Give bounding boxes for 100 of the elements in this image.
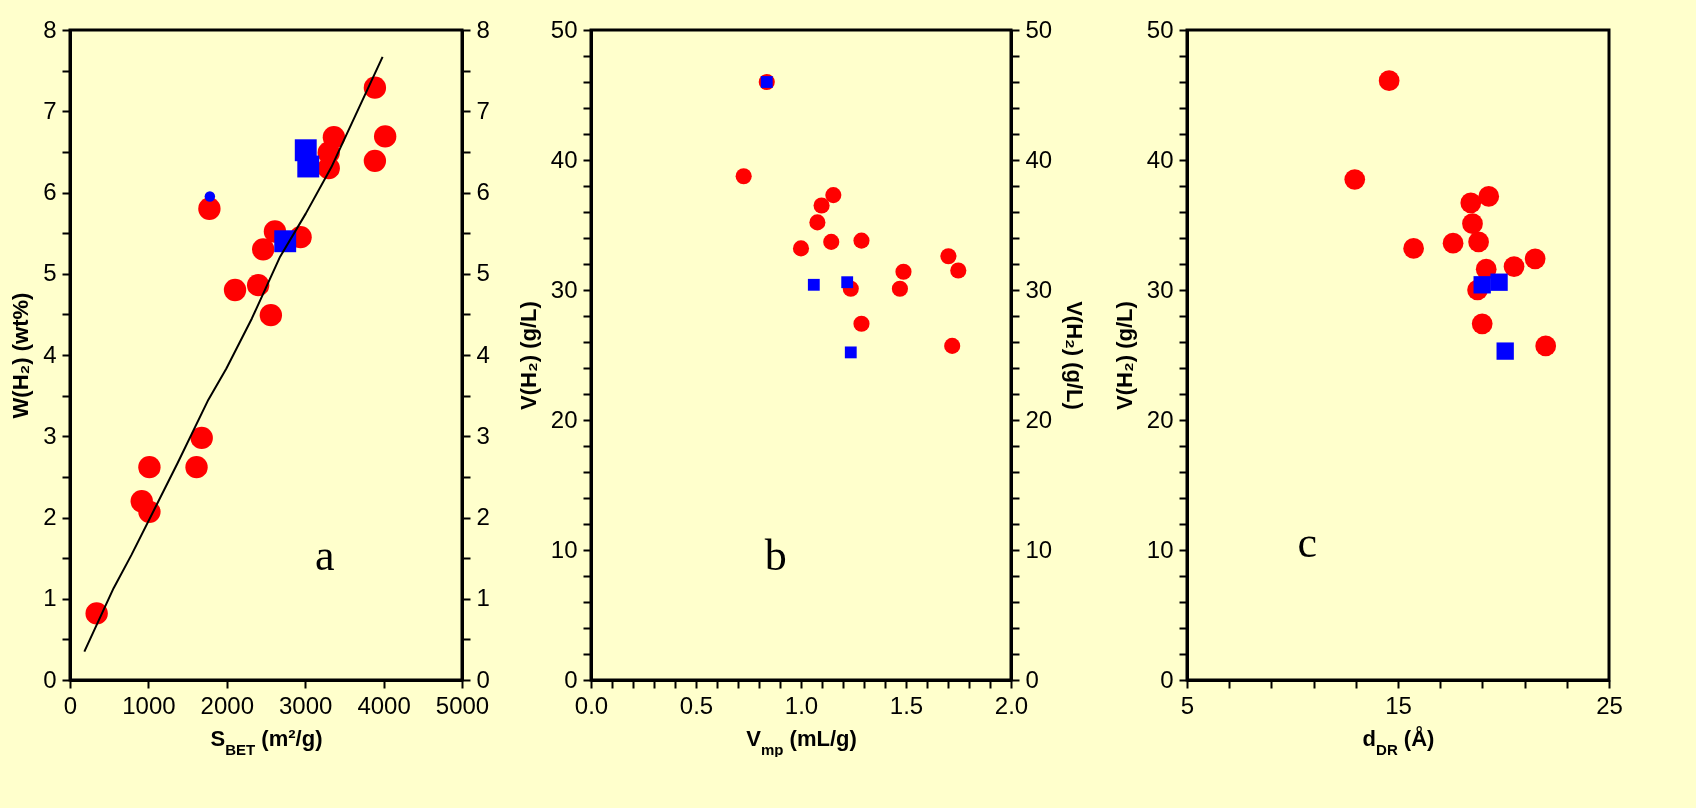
y-tick-label: 0: [564, 665, 578, 693]
point: [1403, 238, 1424, 259]
point: [363, 149, 387, 172]
x-tick-label: 0.5: [679, 691, 714, 719]
y2-tick-label: 2: [476, 503, 490, 530]
point: [1468, 231, 1489, 253]
line-series: [83, 55, 384, 653]
y-tick-label: 0: [1160, 665, 1174, 693]
y-tick-label: 20: [550, 405, 578, 433]
x-tick-label: 1.0: [784, 691, 819, 719]
point: [807, 278, 820, 291]
x-tick-label: 5: [1180, 691, 1195, 719]
y-axis-title: V(H₂) (g/L): [515, 301, 541, 410]
point: [950, 262, 967, 279]
x-axis-title: V$_{mp}$ (mL/g): [746, 725, 857, 757]
point: [190, 426, 213, 450]
annotation: c: [1297, 517, 1318, 567]
annotation: a: [315, 530, 335, 580]
point: [853, 232, 870, 249]
point: [825, 187, 842, 204]
point: [823, 233, 840, 250]
x-tick-label: 5000: [435, 691, 490, 719]
y2-tick-label: 30: [1025, 275, 1053, 303]
point: [259, 304, 283, 327]
y2-tick-label: 6: [476, 178, 490, 205]
point: [252, 238, 275, 261]
x-tick-label: 1.5: [889, 691, 924, 719]
y2-tick-label: 8: [476, 15, 490, 43]
y-tick-label: 1: [43, 584, 57, 612]
y-axis-title: W(H₂) (wt%): [8, 292, 34, 419]
point: [1503, 256, 1525, 277]
x-tick-label: 3000: [279, 691, 333, 719]
y2-tick-label: 7: [476, 96, 490, 124]
y-tick-label: 30: [1146, 275, 1174, 303]
y2-tick-label: 4: [476, 340, 490, 368]
x-tick-label: 1000: [122, 691, 176, 719]
point: [297, 155, 320, 178]
x-tick-label: 0.0: [574, 691, 609, 719]
y2-tick-label: 5: [476, 259, 490, 287]
point: [138, 455, 161, 479]
y2-tick-label: 10: [1025, 535, 1053, 563]
point: [1344, 169, 1366, 190]
x-tick-label: 25: [1596, 691, 1623, 719]
point: [1496, 342, 1514, 360]
point: [204, 191, 216, 202]
point: [223, 278, 247, 302]
point: [1460, 192, 1482, 214]
point: [1524, 248, 1546, 270]
y-tick-label: 10: [550, 535, 578, 563]
y2-tick-label: 50: [1025, 15, 1053, 43]
point: [138, 500, 161, 523]
point: [944, 337, 961, 354]
point: [246, 273, 270, 297]
y-tick-label: 30: [550, 275, 578, 303]
y-tick-label: 3: [43, 421, 57, 449]
point: [853, 315, 870, 332]
point: [844, 346, 857, 359]
y-axis-title: V(H₂) (g/L): [1111, 301, 1137, 410]
point: [792, 240, 810, 257]
y2-tick-label: 1: [476, 584, 490, 612]
point: [373, 125, 397, 148]
point: [198, 197, 221, 220]
point: [1473, 276, 1491, 294]
y-tick-label: 2: [43, 503, 57, 530]
x-axis-title: S$_{BET}$ (m²/g): [210, 725, 323, 757]
y-tick-label: 7: [43, 96, 57, 124]
point: [813, 197, 830, 214]
point: [1442, 232, 1464, 254]
y2-axis-title: V(H₂) (g/L): [1062, 301, 1088, 410]
y2-tick-label: 40: [1025, 145, 1053, 173]
point: [1378, 70, 1400, 92]
y-tick-label: 5: [43, 259, 57, 287]
point: [841, 276, 854, 289]
y-tick-label: 40: [1146, 145, 1174, 173]
y-tick-label: 8: [43, 15, 57, 43]
y-tick-label: 4: [43, 340, 57, 368]
x-axis-title: d$_{DR}$ (Å): [1362, 724, 1435, 757]
point: [1471, 313, 1493, 335]
y2-tick-label: 20: [1025, 405, 1053, 433]
y2-tick-label: 0: [476, 665, 490, 693]
point: [891, 280, 908, 297]
y-tick-label: 20: [1146, 405, 1174, 433]
y-tick-label: 50: [550, 15, 578, 43]
point: [185, 455, 208, 479]
x-tick-label: 2000: [200, 691, 254, 719]
point: [809, 214, 826, 231]
y-tick-label: 40: [550, 145, 578, 173]
x-tick-label: 15: [1385, 691, 1412, 719]
x-tick-label: 2.0: [994, 691, 1029, 719]
x-tick-label: 0: [63, 691, 78, 719]
point: [1462, 213, 1483, 235]
point: [1535, 335, 1557, 357]
x-tick-label: 4000: [357, 691, 411, 719]
y-tick-label: 6: [43, 178, 57, 205]
point: [940, 248, 957, 265]
annotation: b: [764, 530, 787, 580]
point: [895, 263, 912, 280]
y2-tick-label: 0: [1025, 665, 1039, 693]
y2-tick-label: 3: [476, 421, 490, 449]
y-tick-label: 50: [1146, 15, 1174, 43]
